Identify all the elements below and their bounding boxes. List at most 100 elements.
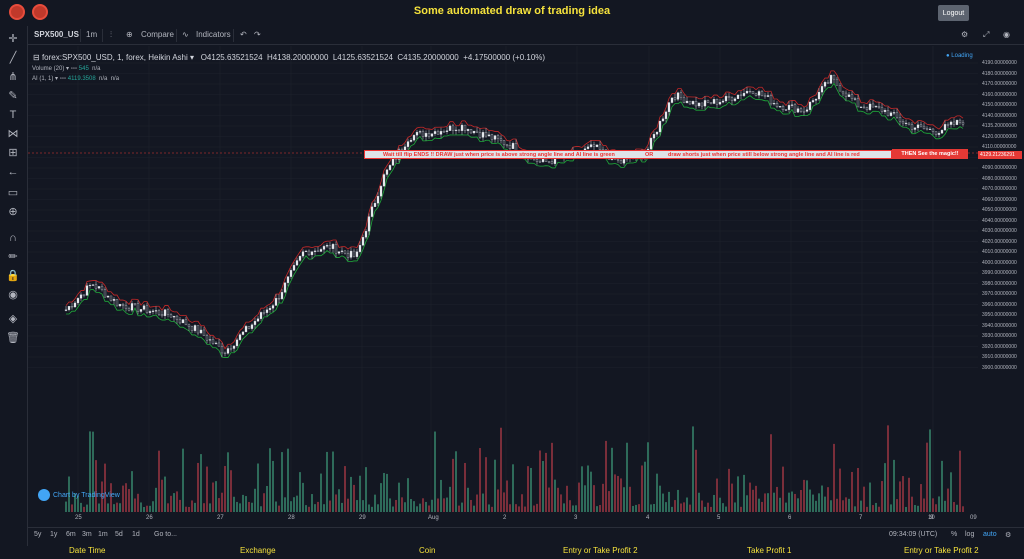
trash-icon[interactable]: 🗑 [6,332,20,344]
price-tick: 3980.00000000 [982,280,1017,287]
candle [775,103,779,107]
volume-bar [524,506,526,512]
candle [835,78,839,86]
tradingview-logo[interactable]: Chart by TradingView [38,489,120,501]
candle [883,110,887,112]
symbol-search[interactable]: SPX500_US [34,30,79,39]
redo-icon[interactable]: ↷ [254,30,261,39]
candle [64,309,68,311]
compare-button[interactable]: Compare [141,30,174,39]
volume-bar [911,496,913,512]
undo-icon[interactable]: ↶ [240,30,247,39]
tradingview-icon [38,489,50,501]
volume-bar [758,498,760,512]
candle [460,124,464,131]
pitchfork-icon[interactable]: ⋔ [8,71,18,83]
log-toggle[interactable]: log [965,531,975,538]
range-6m[interactable]: 6m [66,531,76,538]
volume-bar [362,500,364,512]
logout-button[interactable]: Logout [938,5,969,21]
collapse-icon[interactable]: ⊟ [33,53,42,62]
candle [754,93,758,96]
range-1m[interactable]: 1m [98,531,108,538]
lock-draw-icon[interactable]: ✏ [8,251,18,263]
candle [781,106,785,111]
chart-canvas[interactable] [28,46,978,512]
volume-bar [755,485,757,512]
price-tick: 4135.20000000 [982,123,1017,129]
camera-icon[interactable]: ◉ [1003,30,1010,39]
indicators-icon[interactable]: ∿ [182,30,189,39]
pattern-icon[interactable]: ⋈ [7,128,19,140]
volume-value: 545 [78,66,89,72]
goto-button[interactable]: Go to... [154,531,177,538]
volume-bar [293,497,295,512]
candle [304,250,308,252]
volume-bar [443,498,445,512]
range-5d[interactable]: 5d [115,531,123,538]
volume-bar [458,505,460,512]
volume-bar [548,487,550,512]
price-tick: 3940.00000000 [982,322,1017,329]
banner-text-or: OR [645,152,654,158]
volume-bar [272,460,274,512]
interval-select[interactable]: 1m [86,30,98,39]
auto-toggle[interactable]: auto [983,531,997,538]
candle [355,251,359,257]
magnet-icon[interactable]: ∩ [9,232,17,244]
brush-icon[interactable]: ✎ [8,90,18,102]
candle [922,125,926,129]
candle [778,106,782,108]
time-axis[interactable]: 25 26 27 28 29 Aug 2 3 4 5 6 7 9 09 10 [28,512,978,526]
red-logo-icon-2[interactable] [32,4,48,20]
percent-toggle[interactable]: % [951,531,958,538]
bottom-settings-icon[interactable]: ⚙ [1005,532,1012,539]
ai-label[interactable]: AI (1, 1) [32,76,54,82]
text-icon[interactable]: T [9,109,17,121]
settings-gear-icon[interactable]: ⚙ [961,30,969,39]
candle-style-icon[interactable]: ⫶ [110,30,112,39]
volume-bar [275,501,277,512]
eye-icon[interactable]: ◉ [8,289,18,301]
range-5y[interactable]: 5y [34,531,42,538]
crosshair-icon[interactable]: ✛ [8,33,18,45]
volume-bar [875,502,877,512]
range-1y[interactable]: 1y [50,531,58,538]
candle [859,106,863,108]
time-tick: 7 [859,515,863,521]
volume-bar [638,504,640,512]
volume-bar [929,429,931,512]
compare-plus-icon[interactable]: ⊕ [126,30,133,39]
red-logo-icon[interactable] [9,4,25,20]
layers-icon[interactable]: ◈ [8,313,18,325]
price-tick: 4140.00000000 [982,112,1017,119]
trendline-icon[interactable]: ╱ [9,52,17,64]
price-tick: 4010.00000000 [982,249,1017,255]
candle [796,108,800,113]
price-axis[interactable]: 4190.00000000 4180.00000000 4170.00000000 4… [978,46,1024,512]
candle [229,348,233,350]
volume-bar [785,502,787,512]
candle [925,128,929,130]
range-1d[interactable]: 1d [132,531,140,538]
candle [757,91,761,96]
candle [928,128,932,130]
candle [391,158,395,166]
prediction-icon[interactable]: ⊞ [8,147,18,159]
zoom-icon[interactable]: ⊕ [8,206,18,218]
volume-bar [254,488,256,512]
volume-bar [764,493,766,512]
candle [706,100,710,103]
arrow-back-icon[interactable]: ← [7,166,19,178]
volume-bar [110,483,112,512]
ruler-icon[interactable]: ▭ [7,187,19,199]
candle [319,249,323,252]
lock-icon[interactable]: 🔒 [6,270,20,282]
volume-bar [350,476,352,512]
volume-bar [149,505,151,512]
indicators-button[interactable]: Indicators [196,30,231,39]
volume-label[interactable]: Volume (20) [32,66,65,72]
range-3m[interactable]: 3m [82,531,92,538]
time-tick: 6 [788,515,792,521]
fullscreen-icon[interactable]: ⤢ [983,30,990,39]
